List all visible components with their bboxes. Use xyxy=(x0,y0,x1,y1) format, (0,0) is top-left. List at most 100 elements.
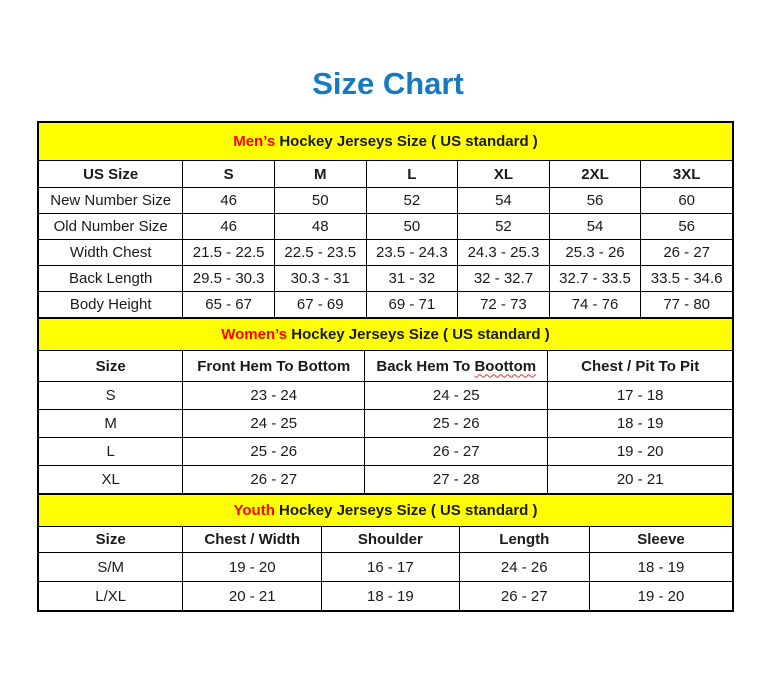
table-row: Old Number Size 46 48 50 52 54 56 xyxy=(37,213,733,240)
table-cell: 50 xyxy=(273,187,367,214)
table-cell: 19 - 20 xyxy=(182,552,323,582)
table-cell: 65 - 67 xyxy=(182,291,275,318)
mens-size-table: Men’s Hockey Jerseys Size ( US standard … xyxy=(37,122,733,318)
youth-size-table: Youth Hockey Jerseys Size ( US standard … xyxy=(37,494,733,611)
womens-section-banner: Women’s Hockey Jerseys Size ( US standar… xyxy=(38,318,733,351)
page-title: Size Chart xyxy=(312,66,464,101)
column-header-xl: XL xyxy=(457,160,550,188)
table-cell: 19 - 20 xyxy=(589,581,733,611)
table-cell: 25 - 26 xyxy=(182,437,366,466)
column-header-chest-pit: Chest / Pit To Pit xyxy=(547,350,733,382)
mens-banner-highlight: Men’s xyxy=(233,133,276,150)
table-cell: 56 xyxy=(548,187,642,214)
size-chart: Men’s Hockey Jerseys Size ( US standard … xyxy=(37,121,734,612)
table-row: New Number Size 46 50 52 54 56 60 xyxy=(37,187,733,214)
table-cell: 52 xyxy=(457,213,550,240)
table-cell: 22.5 - 23.5 xyxy=(273,239,367,266)
table-row: S/M 19 - 20 16 - 17 24 - 26 18 - 19 xyxy=(37,552,733,582)
column-header-size: Size xyxy=(37,526,184,553)
womens-banner-highlight: Women’s xyxy=(221,326,288,343)
table-cell: 24 - 26 xyxy=(458,552,591,582)
column-header-chest-width: Chest / Width xyxy=(182,526,323,553)
row-label: New Number Size xyxy=(37,187,184,214)
table-cell: 26 - 27 xyxy=(364,437,549,466)
table-cell: 24 - 25 xyxy=(364,381,549,410)
table-cell: 69 - 71 xyxy=(365,291,459,318)
table-cell: 52 xyxy=(365,187,459,214)
column-header-front-hem: Front Hem To Bottom xyxy=(182,350,366,382)
womens-banner-cell: Women’s Hockey Jerseys Size ( US standar… xyxy=(38,318,733,351)
row-label: S xyxy=(37,381,184,410)
mens-header-row: US Size S M L XL 2XL 3XL xyxy=(37,160,733,188)
table-cell: 25 - 26 xyxy=(364,409,549,438)
table-row: Back Length 29.5 - 30.3 30.3 - 31 31 - 3… xyxy=(37,265,733,292)
table-cell: 18 - 19 xyxy=(589,552,733,582)
table-cell: 23 - 24 xyxy=(182,381,366,410)
table-cell: 72 - 73 xyxy=(457,291,550,318)
table-cell: 20 - 21 xyxy=(182,581,323,611)
table-row: XL 26 - 27 27 - 28 20 - 21 xyxy=(37,465,733,494)
table-cell: 16 - 17 xyxy=(321,552,460,582)
table-cell: 26 - 27 xyxy=(640,239,733,266)
table-cell: 60 xyxy=(640,187,733,214)
youth-section-banner: Youth Hockey Jerseys Size ( US standard … xyxy=(38,494,733,527)
womens-header-row: Size Front Hem To Bottom Back Hem To Boo… xyxy=(37,350,733,382)
table-cell: 26 - 27 xyxy=(182,465,366,494)
table-cell: 33.5 - 34.6 xyxy=(640,265,733,292)
womens-banner-text: Hockey Jerseys Size ( US standard ) xyxy=(287,326,550,343)
youth-banner-highlight: Youth xyxy=(233,502,275,519)
column-header-back-hem: Back Hem To Boottom xyxy=(364,350,549,382)
table-row: L/XL 20 - 21 18 - 19 26 - 27 19 - 20 xyxy=(37,581,733,611)
mens-banner-cell: Men’s Hockey Jerseys Size ( US standard … xyxy=(38,122,733,161)
column-header-s: S xyxy=(182,160,275,188)
table-cell: 46 xyxy=(182,213,275,240)
table-cell: 26 - 27 xyxy=(458,581,591,611)
column-header-sleeve: Sleeve xyxy=(589,526,733,553)
row-label: M xyxy=(37,409,184,438)
column-header-3xl: 3XL xyxy=(640,160,733,188)
column-header-back-hem-prefix: Back Hem To xyxy=(376,357,475,375)
table-row: M 24 - 25 25 - 26 18 - 19 xyxy=(37,409,733,438)
table-cell: 27 - 28 xyxy=(364,465,549,494)
mens-section-banner: Men’s Hockey Jerseys Size ( US standard … xyxy=(38,122,733,161)
youth-header-row: Size Chest / Width Shoulder Length Sleev… xyxy=(37,526,733,553)
row-label: Old Number Size xyxy=(37,213,184,240)
youth-banner-cell: Youth Hockey Jerseys Size ( US standard … xyxy=(38,494,733,527)
row-label: L xyxy=(37,437,184,466)
table-cell: 54 xyxy=(548,213,642,240)
column-header-m: M xyxy=(273,160,367,188)
table-cell: 54 xyxy=(457,187,550,214)
column-header-2xl: 2XL xyxy=(548,160,642,188)
table-cell: 20 - 21 xyxy=(547,465,733,494)
table-cell: 48 xyxy=(273,213,367,240)
table-cell: 17 - 18 xyxy=(547,381,733,410)
table-cell: 56 xyxy=(640,213,733,240)
table-cell: 31 - 32 xyxy=(365,265,459,292)
table-cell: 25.3 - 26 xyxy=(548,239,642,266)
row-label: S/M xyxy=(37,552,184,582)
row-label: XL xyxy=(37,465,184,494)
column-header-l: L xyxy=(365,160,459,188)
table-cell: 32.7 - 33.5 xyxy=(548,265,642,292)
table-row: S 23 - 24 24 - 25 17 - 18 xyxy=(37,381,733,410)
table-cell: 18 - 19 xyxy=(547,409,733,438)
table-cell: 74 - 76 xyxy=(548,291,642,318)
table-cell: 21.5 - 22.5 xyxy=(182,239,275,266)
row-label: Width Chest xyxy=(37,239,184,266)
table-row: Body Height 65 - 67 67 - 69 69 - 71 72 -… xyxy=(37,291,733,318)
womens-size-table: Women’s Hockey Jerseys Size ( US standar… xyxy=(37,318,733,494)
table-row: L 25 - 26 26 - 27 19 - 20 xyxy=(37,437,733,466)
table-cell: 24.3 - 25.3 xyxy=(457,239,550,266)
youth-banner-text: Hockey Jerseys Size ( US standard ) xyxy=(274,502,538,519)
table-cell: 30.3 - 31 xyxy=(273,265,367,292)
table-cell: 19 - 20 xyxy=(547,437,733,466)
table-cell: 77 - 80 xyxy=(640,291,733,318)
row-label: Back Length xyxy=(37,265,184,292)
misspelled-word: Boottom xyxy=(474,357,537,375)
column-header-shoulder: Shoulder xyxy=(321,526,460,553)
table-cell: 32 - 32.7 xyxy=(457,265,550,292)
row-label: L/XL xyxy=(37,581,184,611)
table-cell: 18 - 19 xyxy=(321,581,460,611)
table-cell: 46 xyxy=(182,187,275,214)
column-header-length: Length xyxy=(458,526,591,553)
